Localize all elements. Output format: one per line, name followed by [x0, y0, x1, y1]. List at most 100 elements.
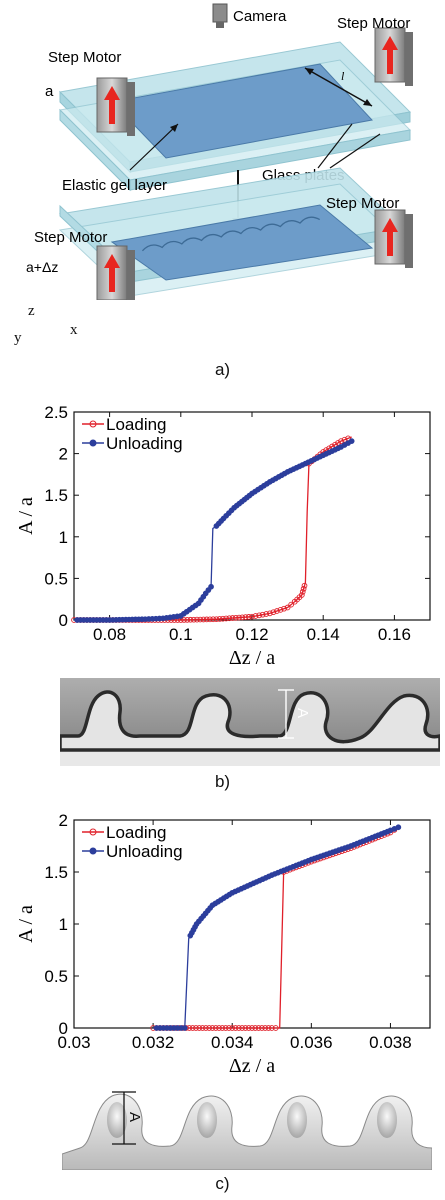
- data-point-loading: [249, 613, 255, 620]
- x-tick-label: 0.08: [93, 625, 126, 644]
- x-tick-label: 0.12: [235, 625, 268, 644]
- legend-label: Loading: [106, 415, 167, 434]
- x-tick-label: 0.16: [378, 625, 411, 644]
- gap-a-dz-label: a+Δz: [26, 259, 58, 275]
- data-point-loading: [242, 614, 249, 620]
- axis-x-label: x: [70, 322, 78, 338]
- data-point-loading: [199, 1025, 206, 1031]
- data-point-loading: [196, 1025, 203, 1031]
- data-point-loading: [200, 616, 207, 623]
- data-point-loading: [193, 1025, 199, 1031]
- data-point-loading: [299, 589, 306, 595]
- data-point-loading: [252, 613, 259, 619]
- y-tick-label: 1.5: [44, 863, 68, 882]
- x-tick-label: 0.1: [169, 625, 193, 644]
- step-motor-left-bottom: [96, 245, 135, 301]
- camera-icon: [212, 3, 228, 28]
- data-point-loading: [277, 606, 284, 613]
- y-axis-label: A / a: [15, 497, 37, 535]
- data-point-unloading: [74, 617, 81, 623]
- data-point-loading: [209, 1025, 216, 1031]
- data-point-loading: [281, 605, 287, 612]
- data-point-loading: [284, 604, 291, 611]
- step-motor-right-bottom: [374, 209, 413, 268]
- data-point-loading: [266, 610, 273, 617]
- data-point-loading: [288, 601, 295, 608]
- data-point-loading: [256, 612, 262, 619]
- gap-a-label: a: [45, 83, 54, 100]
- data-point-loading: [184, 616, 191, 623]
- caption-c: c): [215, 1174, 230, 1193]
- chart-b: 0.08 0.1 0.12 0.14 0.16 0 0.5 1 1.5 2 2.5 Δz / a A /…: [15, 403, 431, 669]
- data-point-unloading: [153, 1025, 160, 1031]
- data-point-loading: [206, 1025, 212, 1031]
- data-point-loading: [262, 1025, 269, 1031]
- data-point-loading: [259, 1025, 265, 1031]
- caption-b: b): [214, 772, 231, 791]
- inset-c-amplitude-label: A: [126, 1112, 143, 1122]
- inset-b-amplitude-label: A: [294, 708, 311, 718]
- series-line-loading: [153, 826, 399, 1029]
- x-tick-label: 0.036: [290, 1033, 333, 1052]
- data-point-loading: [190, 616, 197, 623]
- data-point-loading: [301, 582, 308, 589]
- data-point-loading: [300, 585, 307, 592]
- data-point-loading: [265, 1025, 272, 1031]
- y-axis-label: A / a: [15, 905, 37, 943]
- step-motor-label-2: Step Motor: [337, 15, 410, 32]
- glass-stack-top: [58, 41, 412, 192]
- data-point-loading: [210, 616, 217, 623]
- y-tick-label: 0.5: [44, 569, 68, 588]
- data-point-loading: [263, 611, 270, 617]
- data-point-loading: [341, 436, 348, 443]
- data-point-loading: [242, 1025, 249, 1031]
- data-point-loading: [235, 1025, 242, 1031]
- y-tick-label: 1: [59, 915, 68, 934]
- data-point-loading: [255, 1025, 262, 1031]
- data-point-loading: [187, 616, 194, 623]
- data-point-loading: [207, 616, 213, 623]
- legend-marker: [89, 847, 97, 855]
- data-point-unloading: [187, 932, 194, 939]
- chart-c: 0.03 0.032 0.034 0.036 0.038 0 0.5 1 1.5 2 Δz / a A…: [15, 812, 431, 1077]
- data-point-loading: [232, 614, 239, 621]
- y-tick-label: 0.5: [44, 967, 68, 986]
- data-point-unloading: [213, 523, 220, 529]
- x-tick-label: 0.03: [57, 1033, 90, 1052]
- y-tick-label: 1: [59, 528, 68, 547]
- data-point-loading: [274, 608, 280, 614]
- x-tick-label: 0.032: [132, 1033, 175, 1052]
- x-tick-label: 0.038: [369, 1033, 412, 1052]
- y-tick-label: 2: [59, 445, 68, 464]
- data-point-loading: [222, 1025, 229, 1031]
- data-point-loading: [298, 592, 305, 598]
- data-point-loading: [236, 614, 242, 621]
- data-point-loading: [181, 617, 187, 623]
- data-point-loading: [245, 614, 252, 620]
- y-tick-label: 0: [59, 1019, 68, 1038]
- legend-label: Unloading: [106, 434, 183, 453]
- data-point-loading: [223, 615, 229, 622]
- data-point-loading: [259, 611, 266, 618]
- x-tick-label: 0.14: [307, 625, 340, 644]
- data-point-loading: [216, 1025, 222, 1031]
- data-point-loading: [216, 616, 223, 622]
- panel-a-schematic: Camera Step Motor Step Motor a l Elastic…: [0, 0, 445, 348]
- step-motor-label-3: Step Motor: [34, 229, 107, 246]
- y-tick-label: 1.5: [44, 486, 68, 505]
- data-point-loading: [197, 616, 204, 623]
- data-point-loading: [245, 1025, 252, 1031]
- caption-a: a): [214, 360, 231, 379]
- data-point-loading: [252, 1025, 259, 1031]
- series-line-unloading: [74, 440, 352, 621]
- data-point-loading: [239, 1025, 245, 1031]
- step-motor-right-top: [374, 27, 413, 86]
- series-line-unloading: [153, 826, 399, 1029]
- gel-layer-top: [110, 63, 373, 159]
- length-arrow: [304, 67, 373, 107]
- camera-label: Camera: [233, 8, 287, 25]
- legend-marker: [89, 828, 97, 836]
- step-motor-label-4: Step Motor: [326, 195, 399, 212]
- gel-layer-bottom: [110, 204, 374, 281]
- data-point-loading: [203, 616, 210, 623]
